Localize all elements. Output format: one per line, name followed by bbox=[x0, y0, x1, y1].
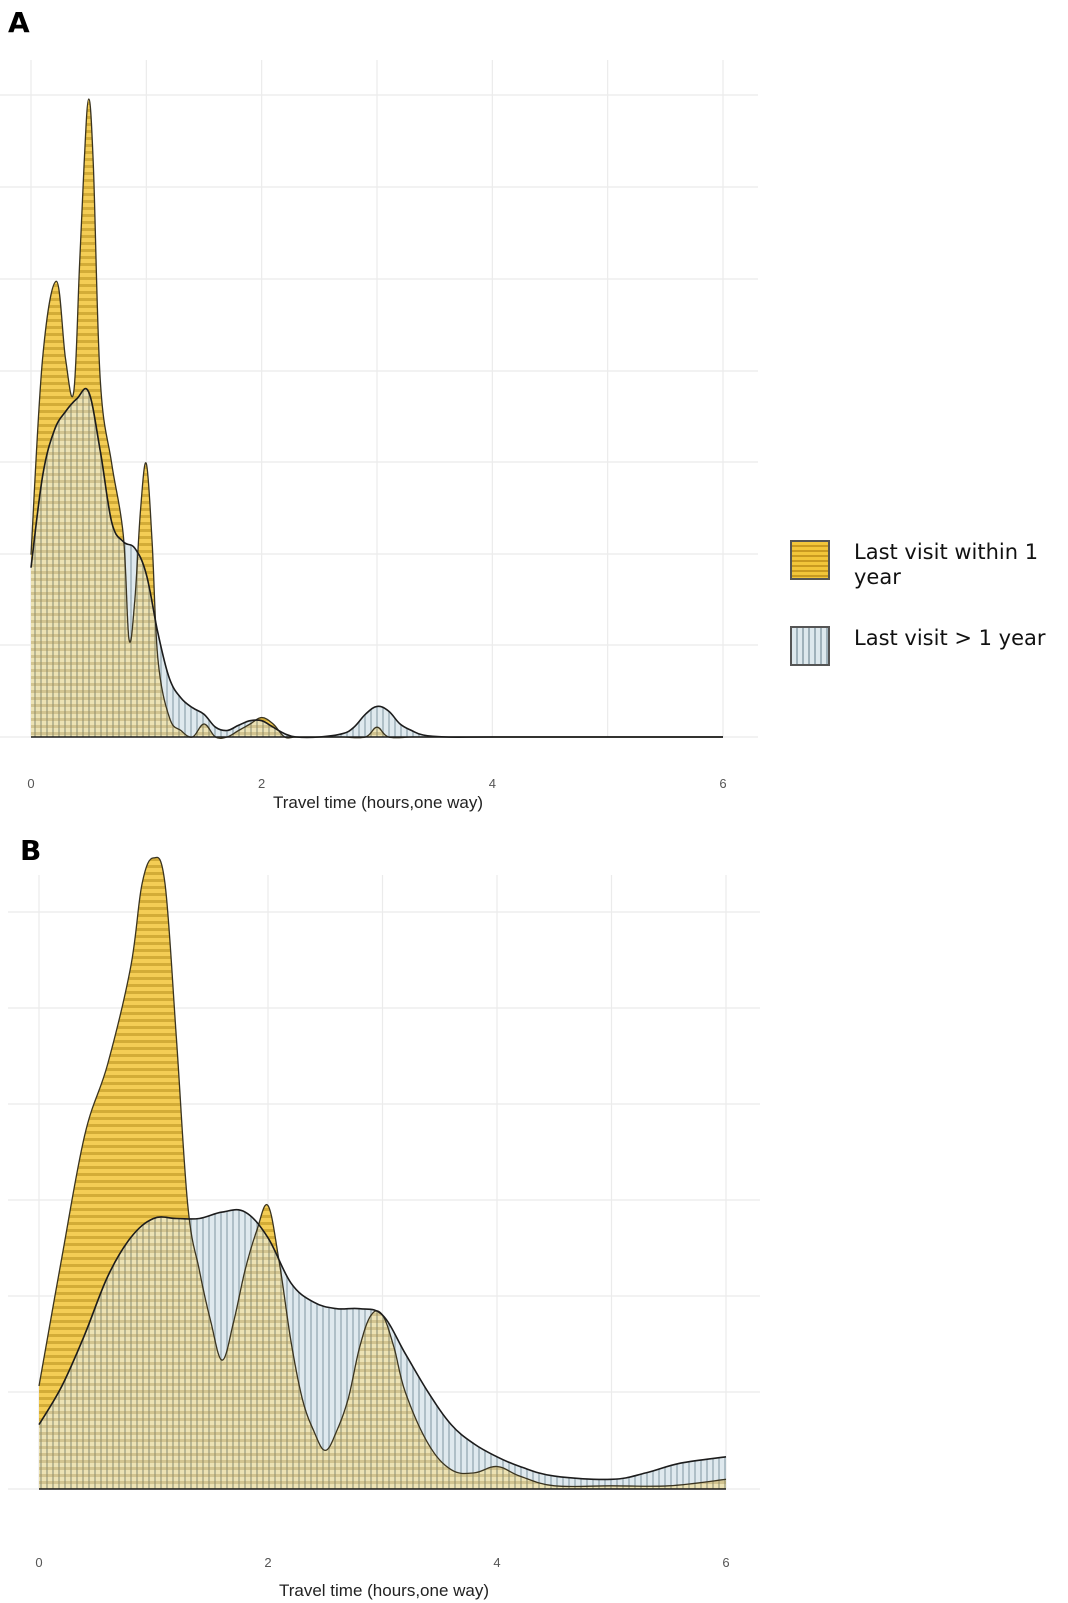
panel-a-chart: 0 2 4 6 Travel time (hours,one way) bbox=[0, 60, 758, 812]
panel-b-x-tick-label: 6 bbox=[722, 1555, 729, 1570]
panel-a-outline-within-1-year bbox=[30, 98, 723, 739]
panel-a-x-tick-label: 6 bbox=[719, 776, 726, 791]
panel-a-area-overlap bbox=[31, 388, 723, 738]
panel-a-x-tick-label: 2 bbox=[258, 776, 265, 791]
panel-b-outline-over-1-year bbox=[38, 1208, 727, 1481]
panel-b-outline-within-1-year bbox=[38, 856, 727, 1488]
panel-b-x-tick-label: 4 bbox=[493, 1555, 500, 1570]
panel-a-x-tick-label: 4 bbox=[489, 776, 496, 791]
panel-a-x-axis-label: Travel time (hours,one way) bbox=[273, 793, 483, 812]
legend-label-within-1-year: Last visit within 1 year bbox=[854, 540, 1039, 589]
legend: Last visit within 1 year Last visit > 1 … bbox=[790, 540, 1065, 702]
panel-b-x-axis-label: Travel time (hours,one way) bbox=[279, 1581, 489, 1600]
panel-a-outline-over-1-year bbox=[30, 387, 723, 739]
panel-b-x-tick-label: 0 bbox=[35, 1555, 42, 1570]
legend-key-over-1-year bbox=[790, 626, 830, 666]
panel-a-x-tick-label: 0 bbox=[27, 776, 34, 791]
panel-b-x-tick-label: 2 bbox=[264, 1555, 271, 1570]
legend-item-within-1-year: Last visit within 1 year bbox=[790, 540, 1065, 590]
legend-item-over-1-year: Last visit > 1 year bbox=[790, 626, 1065, 666]
panel-a-label: A bbox=[8, 6, 30, 39]
legend-key-within-1-year bbox=[790, 540, 830, 580]
legend-label-over-1-year: Last visit > 1 year bbox=[854, 626, 1046, 650]
panel-b-label: B bbox=[20, 834, 42, 867]
